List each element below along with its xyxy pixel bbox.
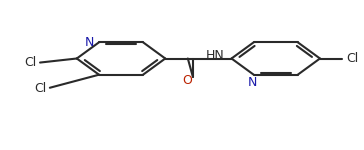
Text: N: N [84, 36, 94, 49]
Text: HN: HN [205, 49, 224, 62]
Text: Cl: Cl [34, 82, 47, 95]
Text: Cl: Cl [24, 56, 36, 69]
Text: O: O [182, 74, 192, 87]
Text: Cl: Cl [346, 52, 358, 65]
Text: N: N [248, 76, 257, 89]
